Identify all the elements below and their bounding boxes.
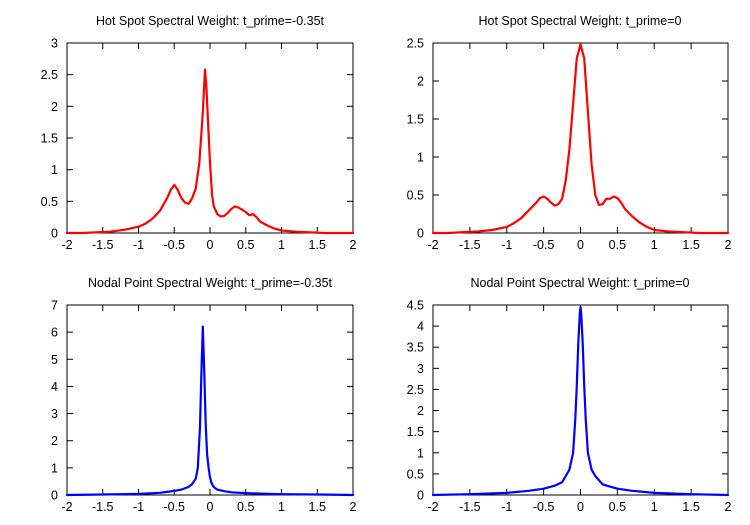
x-tick-label: 1 <box>278 238 285 252</box>
series-line <box>431 306 730 497</box>
y-tick-label: 0 <box>417 489 424 503</box>
chart-title: Hot Spot Spectral Weight: t_prime=0 <box>479 14 682 28</box>
plot-frame <box>432 42 729 234</box>
x-tick-label: 0.5 <box>237 238 254 252</box>
chart-panel-nodal-point-tprime-035: Nodal Point Spectral Weight: t_prime=-0.… <box>51 276 356 514</box>
y-tick-label: 1 <box>417 446 424 460</box>
y-tick-label: 3 <box>417 362 424 376</box>
y-tick-label: 2 <box>417 75 424 89</box>
x-tick-label: -0.5 <box>533 500 555 514</box>
y-tick-label: 1.5 <box>407 113 424 127</box>
x-tick-label: -2 <box>61 238 72 252</box>
x-tick-label: 2 <box>725 500 732 514</box>
x-tick-label: -1.5 <box>92 238 114 252</box>
plot-frame <box>66 42 354 234</box>
y-tick-label: 1 <box>417 151 424 165</box>
x-tick-label: -2 <box>61 500 72 514</box>
y-tick-label: 1.5 <box>41 132 58 146</box>
y-tick-label: 3 <box>51 407 58 421</box>
x-tick-label: -2 <box>427 238 438 252</box>
y-tick-label: 1 <box>51 461 58 475</box>
x-tick-label: 0.5 <box>237 500 254 514</box>
y-tick-label: 0.5 <box>407 467 424 481</box>
y-tick-label: 6 <box>51 326 58 340</box>
y-tick-label: 2.5 <box>407 383 424 397</box>
y-tick-label: 0 <box>417 227 424 241</box>
y-tick-label: 3.5 <box>407 341 424 355</box>
plot-frame <box>66 304 354 496</box>
x-tick-label: -1.5 <box>459 500 481 514</box>
x-tick-label: 1 <box>651 500 658 514</box>
x-tick-label: -0.5 <box>163 500 185 514</box>
x-tick-label: -0.5 <box>163 238 185 252</box>
x-tick-label: -1.5 <box>92 500 114 514</box>
x-tick-label: -1 <box>501 238 512 252</box>
y-tick-label: 4.5 <box>407 299 424 313</box>
x-tick-label: 1.5 <box>309 500 326 514</box>
chart-panel-nodal-point-tprime-0: Nodal Point Spectral Weight: t_prime=0 -2… <box>407 276 732 514</box>
chart-panel-hot-spot-tprime-035: Hot Spot Spectral Weight: t_prime=-0.35t… <box>41 14 357 252</box>
x-tick-label: 1.5 <box>682 500 699 514</box>
y-tick-label: 1.5 <box>407 425 424 439</box>
x-tick-label: 1.5 <box>309 238 326 252</box>
chart-title: Hot Spot Spectral Weight: t_prime=-0.35t <box>96 14 325 28</box>
x-tick-label: 0.5 <box>609 500 626 514</box>
y-tick-label: 5 <box>51 353 58 367</box>
y-tick-label: 0.5 <box>41 195 58 209</box>
plot-frame <box>432 304 729 496</box>
y-tick-label: 0.5 <box>407 189 424 203</box>
x-tick-label: -1 <box>501 500 512 514</box>
x-tick-label: 2 <box>350 238 357 252</box>
x-tick-label: 0.5 <box>609 238 626 252</box>
x-tick-label: 1 <box>278 500 285 514</box>
x-tick-label: -2 <box>427 500 438 514</box>
y-tick-label: 2.5 <box>41 68 58 82</box>
x-tick-label: -1 <box>133 500 144 514</box>
y-tick-label: 2.5 <box>407 37 424 51</box>
series-line <box>65 68 355 235</box>
chart-title: Nodal Point Spectral Weight: t_prime=-0.… <box>88 276 333 290</box>
x-tick-label: 0 <box>577 500 584 514</box>
y-tick-label: 4 <box>51 380 58 394</box>
x-tick-label: 2 <box>725 238 732 252</box>
x-tick-label: -1.5 <box>459 238 481 252</box>
y-tick-label: 2 <box>51 434 58 448</box>
x-tick-label: 0 <box>207 500 214 514</box>
x-tick-label: 1 <box>651 238 658 252</box>
series-line <box>65 325 355 497</box>
y-tick-label: 7 <box>51 299 58 313</box>
series-line <box>431 43 730 235</box>
x-tick-label: 0 <box>577 238 584 252</box>
y-tick-label: 2 <box>417 404 424 418</box>
x-tick-label: -1 <box>133 238 144 252</box>
y-tick-label: 3 <box>51 37 58 51</box>
x-tick-label: 2 <box>350 500 357 514</box>
x-tick-label: 1.5 <box>682 238 699 252</box>
chart-panel-hot-spot-tprime-0: Hot Spot Spectral Weight: t_prime=0 -2 -1.… <box>407 14 732 252</box>
y-tick-label: 2 <box>51 100 58 114</box>
y-tick-label: 4 <box>417 320 424 334</box>
y-tick-label: 0 <box>51 489 58 503</box>
y-tick-label: 0 <box>51 227 58 241</box>
y-tick-label: 1 <box>51 163 58 177</box>
chart-title: Nodal Point Spectral Weight: t_prime=0 <box>471 276 690 290</box>
x-tick-label: 0 <box>207 238 214 252</box>
x-tick-label: -0.5 <box>533 238 555 252</box>
